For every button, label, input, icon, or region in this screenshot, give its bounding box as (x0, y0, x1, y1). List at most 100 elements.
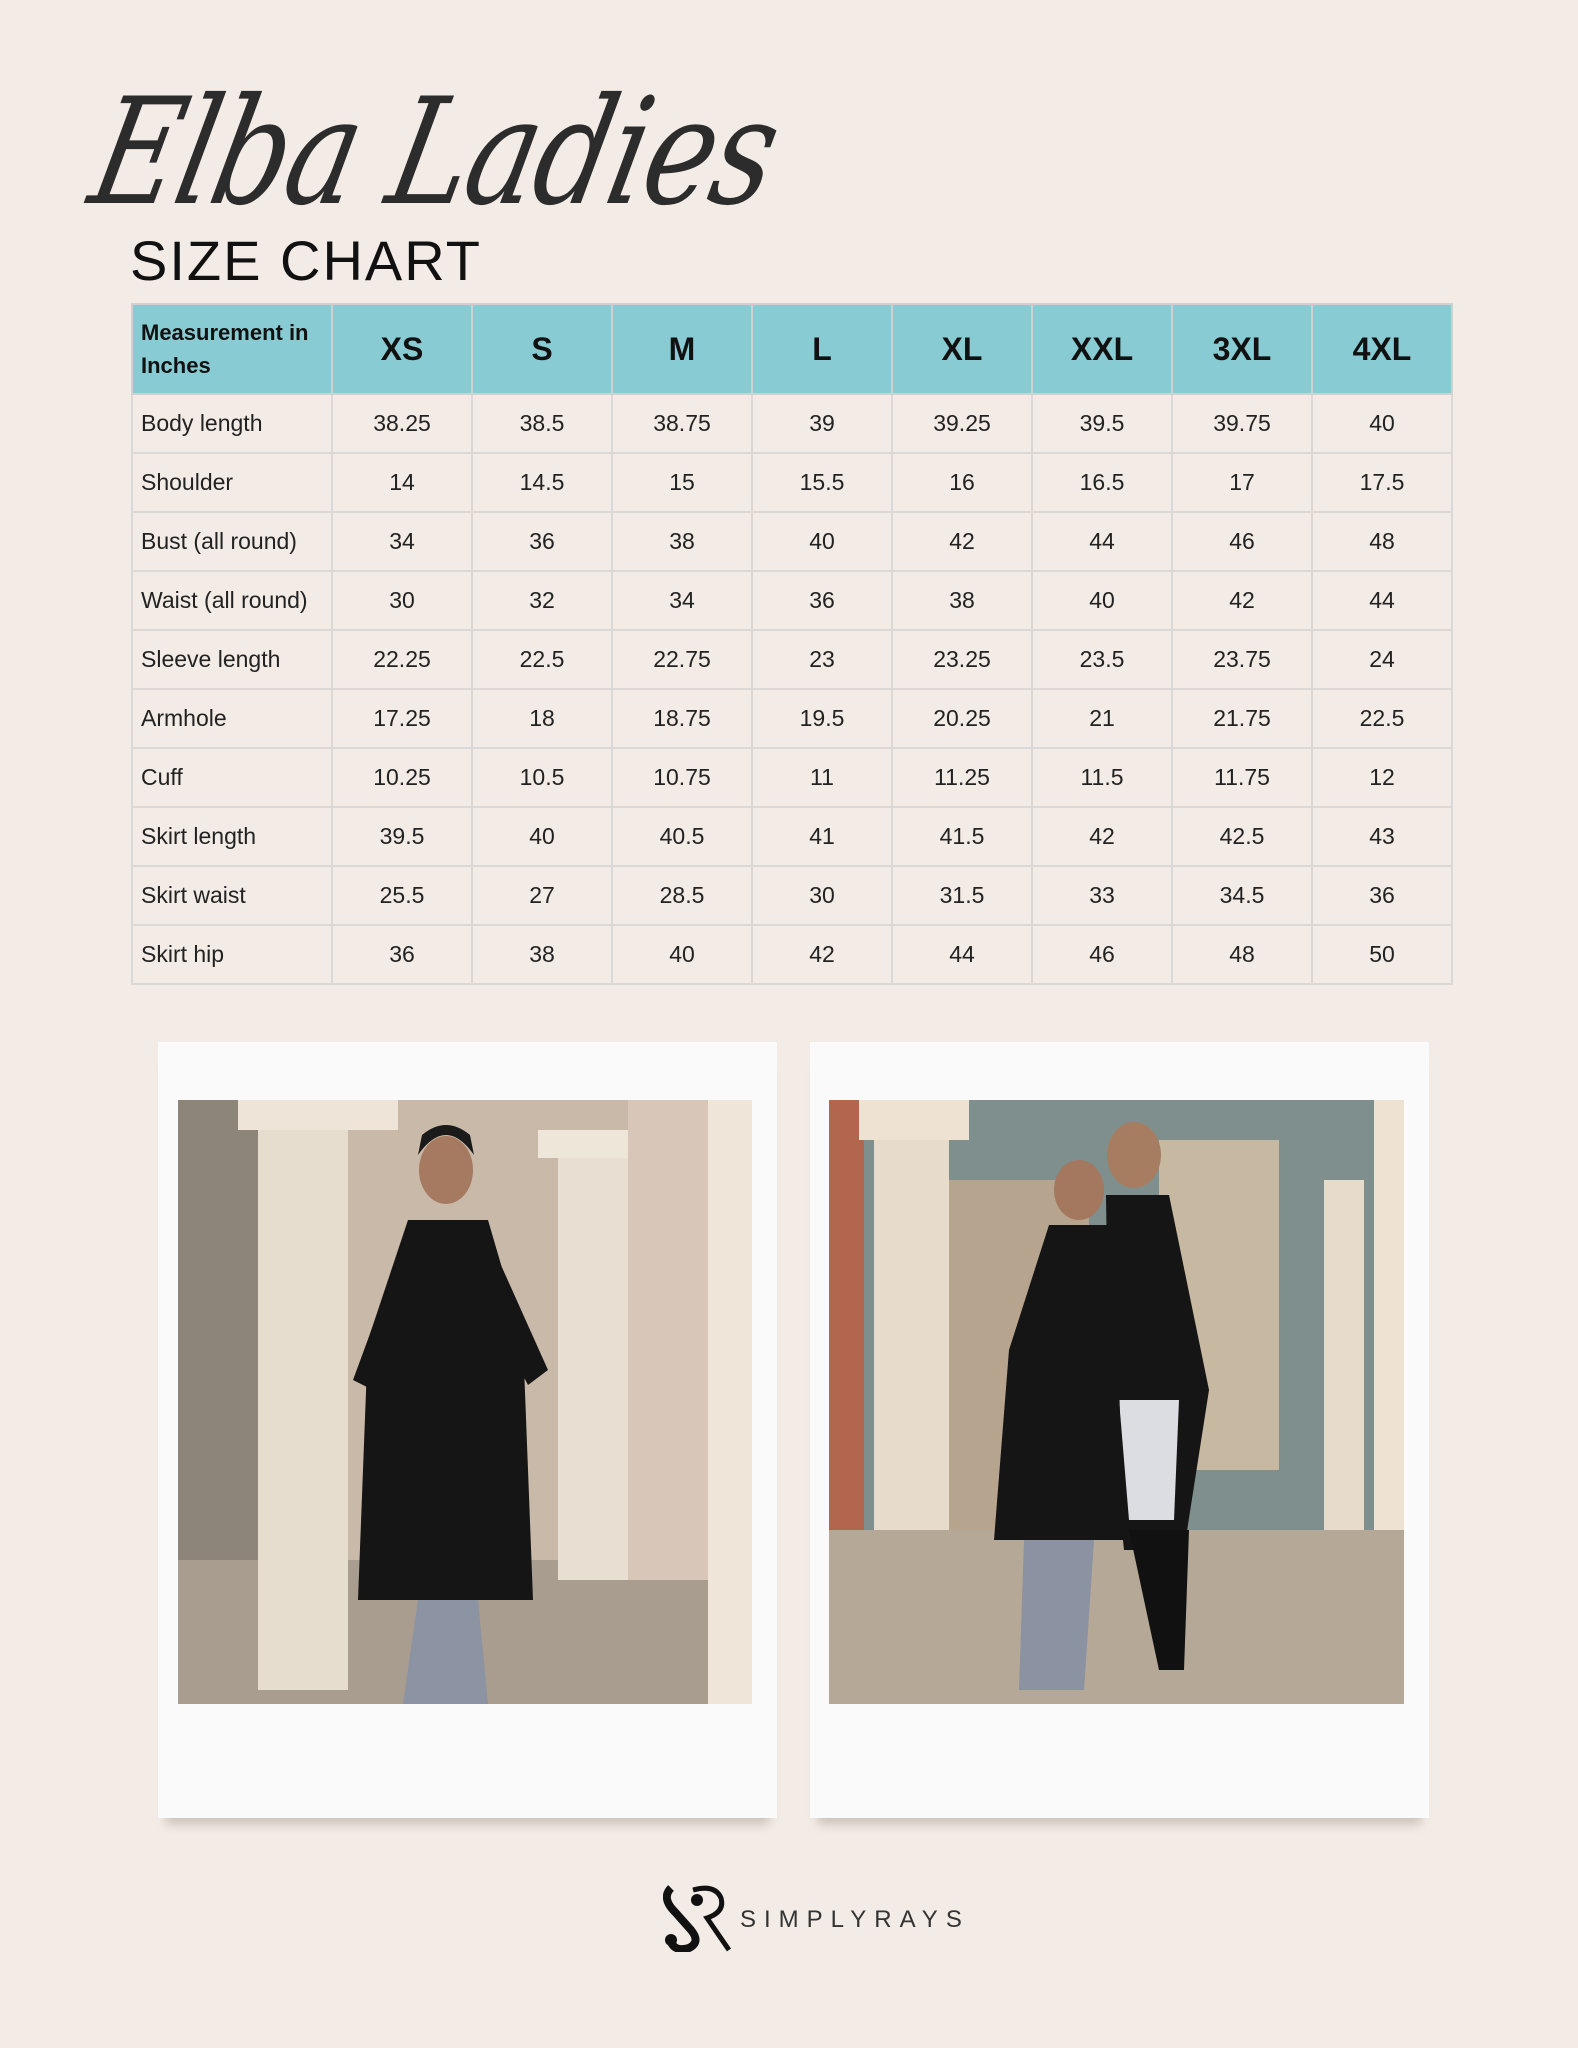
measurement-cell: 24 (1311, 629, 1453, 690)
measurement-cell: 38.5 (471, 393, 613, 454)
measurement-cell: 39.5 (331, 806, 473, 867)
size-header-xl: XL (891, 303, 1033, 395)
measurement-cell: 30 (331, 570, 473, 631)
measurement-cell: 33 (1031, 865, 1173, 926)
table-row: Body length 38.25 38.5 38.75 39 39.25 39.5 39.7… (131, 393, 1453, 454)
measurement-cell: 36 (751, 570, 893, 631)
table-row: Waist (all round) 30 32 34 36 38 40 42 44 (131, 570, 1453, 631)
header-row: Measurement in Inches XS S M L XL XXL 3XL 4XL (131, 303, 1453, 395)
measurement-cell: 38 (471, 924, 613, 985)
measurement-cell: 12 (1311, 747, 1453, 808)
photo-frame-left (158, 1042, 777, 1818)
photo-frame-right (810, 1042, 1429, 1818)
measurement-cell: 36 (1311, 865, 1453, 926)
measurement-cell: 27 (471, 865, 613, 926)
measurement-cell: 38.25 (331, 393, 473, 454)
measurement-cell: 32 (471, 570, 613, 631)
measurement-cell: 14 (331, 452, 473, 513)
measurement-cell: 22.25 (331, 629, 473, 690)
measurement-cell: 39.25 (891, 393, 1033, 454)
measurement-cell: 28.5 (611, 865, 753, 926)
measurement-cell: 46 (1171, 511, 1313, 572)
measurement-cell: 22.5 (471, 629, 613, 690)
measurement-cell: 18 (471, 688, 613, 749)
size-header-m: M (611, 303, 753, 395)
measurement-cell: 25.5 (331, 865, 473, 926)
measurement-cell: 42 (891, 511, 1033, 572)
measurement-cell: 39 (751, 393, 893, 454)
measurement-cell: 20.25 (891, 688, 1033, 749)
measurement-cell: 11 (751, 747, 893, 808)
row-label: Shoulder (131, 452, 333, 513)
measurement-cell: 21 (1031, 688, 1173, 749)
size-header-4xl: 4XL (1311, 303, 1453, 395)
measurement-cell: 34 (611, 570, 753, 631)
measurement-cell: 23.5 (1031, 629, 1173, 690)
row-label: Skirt hip (131, 924, 333, 985)
row-label: Skirt length (131, 806, 333, 867)
measurement-cell: 22.75 (611, 629, 753, 690)
simplyrays-logo-mark (663, 1885, 731, 1952)
measurement-cell: 17.5 (1311, 452, 1453, 513)
measurement-cell: 43 (1311, 806, 1453, 867)
measurement-cell: 22.5 (1311, 688, 1453, 749)
measurement-cell: 10.75 (611, 747, 753, 808)
page-subtitle: SIZE CHART (130, 229, 482, 292)
size-header-l: L (751, 303, 893, 395)
measurement-cell: 44 (1311, 570, 1453, 631)
measurement-cell: 39.75 (1171, 393, 1313, 454)
size-chart-table: Measurement in Inches XS S M L XL XXL 3XL 4XL B… (131, 303, 1453, 985)
measurement-cell: 14.5 (471, 452, 613, 513)
measurement-cell: 34.5 (1171, 865, 1313, 926)
table-row: Skirt hip 36 38 40 42 44 46 48 50 (131, 924, 1453, 985)
row-label: Armhole (131, 688, 333, 749)
size-header-3xl: 3XL (1171, 303, 1313, 395)
measurement-cell: 46 (1031, 924, 1173, 985)
measurement-cell: 40.5 (611, 806, 753, 867)
measurement-cell: 11.25 (891, 747, 1033, 808)
measurement-cell: 31.5 (891, 865, 1033, 926)
measurement-cell: 10.25 (331, 747, 473, 808)
measurement-cell: 36 (471, 511, 613, 572)
measurement-cell: 41 (751, 806, 893, 867)
measurement-cell: 15 (611, 452, 753, 513)
measurement-cell: 19.5 (751, 688, 893, 749)
couple-photo (829, 1100, 1404, 1704)
measurement-cell: 42 (1171, 570, 1313, 631)
size-header-xxl: XXL (1031, 303, 1173, 395)
row-label: Sleeve length (131, 629, 333, 690)
row-label: Skirt waist (131, 865, 333, 926)
measurement-cell: 48 (1171, 924, 1313, 985)
row-label: Bust (all round) (131, 511, 333, 572)
measurement-cell: 11.75 (1171, 747, 1313, 808)
measurement-cell: 42 (751, 924, 893, 985)
measurement-cell: 41.5 (891, 806, 1033, 867)
measurement-cell: 34 (331, 511, 473, 572)
measurement-cell: 17.25 (331, 688, 473, 749)
measurement-cell: 36 (331, 924, 473, 985)
table-row: Armhole 17.25 18 18.75 19.5 20.25 21 21.75 22.5 (131, 688, 1453, 749)
measurement-cell: 18.75 (611, 688, 753, 749)
measurement-cell: 23 (751, 629, 893, 690)
measurement-cell: 30 (751, 865, 893, 926)
measurement-cell: 38 (611, 511, 753, 572)
table-row: Skirt waist 25.5 27 28.5 30 31.5 33 34.5 36 (131, 865, 1453, 926)
measurement-cell: 39.5 (1031, 393, 1173, 454)
measurement-cell: 40 (1311, 393, 1453, 454)
header-measurement: Measurement in Inches (131, 303, 333, 395)
table-row: Shoulder 14 14.5 15 15.5 16 16.5 17 17.5 (131, 452, 1453, 513)
row-label: Body length (131, 393, 333, 454)
table-row: Skirt length 39.5 40 40.5 41 41.5 42 42.5 43 (131, 806, 1453, 867)
table-row: Bust (all round) 34 36 38 40 42 44 46 48 (131, 511, 1453, 572)
size-header-xs: XS (331, 303, 473, 395)
row-label: Cuff (131, 747, 333, 808)
measurement-cell: 16 (891, 452, 1033, 513)
measurement-cell: 44 (891, 924, 1033, 985)
table-row: Cuff 10.25 10.5 10.75 11 11.25 11.5 11.75 12 (131, 747, 1453, 808)
measurement-cell: 23.75 (1171, 629, 1313, 690)
measurement-cell: 16.5 (1031, 452, 1173, 513)
collection-title: Elba Ladies (77, 65, 793, 239)
model-photo-woman (178, 1100, 752, 1704)
measurement-cell: 38 (891, 570, 1033, 631)
measurement-cell: 11.5 (1031, 747, 1173, 808)
